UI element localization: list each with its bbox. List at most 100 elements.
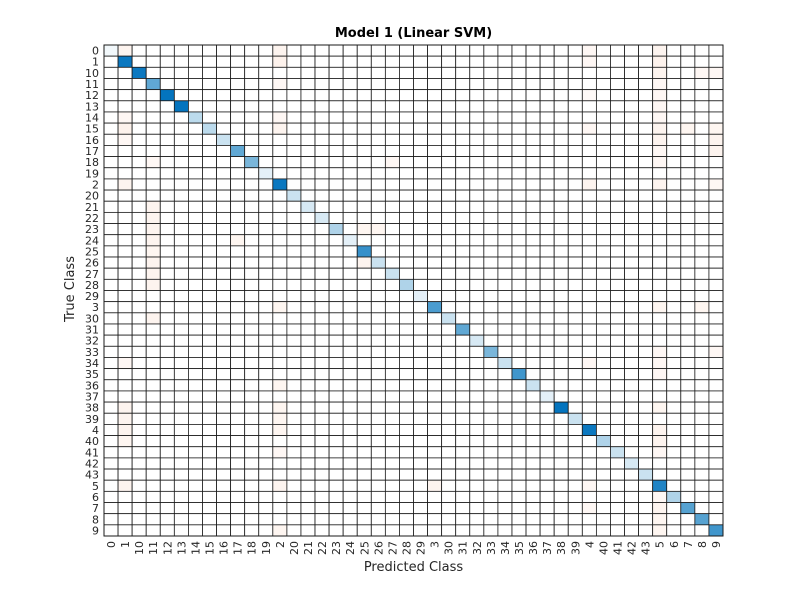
heatmap-cell xyxy=(610,379,625,392)
heatmap-cell xyxy=(356,122,372,135)
heatmap-cell xyxy=(624,502,639,515)
heatmap-cell xyxy=(216,435,232,448)
heatmap-cell xyxy=(117,55,133,68)
heatmap-cell xyxy=(455,89,471,102)
heatmap-cell xyxy=(300,100,316,113)
heatmap-cell xyxy=(314,368,330,381)
heatmap-cell xyxy=(314,490,330,503)
heatmap-cell xyxy=(525,290,541,303)
heatmap-cell xyxy=(638,189,654,202)
heatmap-cell xyxy=(666,167,682,180)
heatmap-cell xyxy=(539,412,555,425)
heatmap-cell xyxy=(497,524,513,537)
heatmap-cell xyxy=(342,66,358,79)
heatmap-cell xyxy=(427,290,443,303)
heatmap-cell xyxy=(694,178,710,191)
heatmap-cell xyxy=(595,401,611,414)
heatmap-cell xyxy=(539,301,555,314)
heatmap-cell xyxy=(694,513,710,526)
heatmap-cell xyxy=(159,66,175,79)
heatmap-cell xyxy=(595,312,611,325)
heatmap-cell xyxy=(413,312,428,325)
heatmap-cell xyxy=(595,122,611,135)
heatmap-cell xyxy=(286,211,302,224)
heatmap-cell xyxy=(638,156,654,169)
heatmap-cell xyxy=(694,502,710,515)
heatmap-cell xyxy=(244,211,260,224)
heatmap-cell xyxy=(300,490,316,503)
heatmap-cell xyxy=(567,290,583,303)
heatmap-cell xyxy=(356,357,372,370)
heatmap-cell xyxy=(511,312,527,325)
heatmap-cell xyxy=(638,245,654,258)
heatmap-cell xyxy=(145,245,161,258)
heatmap-cell xyxy=(525,468,541,481)
heatmap-cell xyxy=(469,78,485,91)
heatmap-cell xyxy=(652,479,668,492)
heatmap-cell xyxy=(708,178,724,191)
heatmap-cell xyxy=(680,401,696,414)
heatmap-cell xyxy=(694,256,710,269)
y-tick-label: 9 xyxy=(92,524,99,537)
heatmap-cell xyxy=(525,401,541,414)
heatmap-cell xyxy=(258,502,274,515)
heatmap-cell xyxy=(539,345,555,358)
x-tick-label: 8 xyxy=(696,541,709,548)
heatmap-cell xyxy=(272,468,288,481)
heatmap-cell xyxy=(188,245,203,258)
heatmap-cell xyxy=(497,55,513,68)
heatmap-cell xyxy=(356,524,372,537)
heatmap-cell xyxy=(216,412,232,425)
heatmap-cell xyxy=(652,189,668,202)
heatmap-cell xyxy=(300,178,316,191)
heatmap-cell xyxy=(328,156,344,169)
heatmap-cell xyxy=(258,412,274,425)
heatmap-cell xyxy=(202,256,217,269)
heatmap-cell xyxy=(328,502,344,515)
heatmap-cell xyxy=(230,89,246,102)
heatmap-cell xyxy=(145,357,161,370)
heatmap-cell xyxy=(356,156,372,169)
heatmap-cell xyxy=(216,66,232,79)
heatmap-cell xyxy=(581,457,597,470)
heatmap-cell xyxy=(300,189,316,202)
heatmap-cell xyxy=(581,223,597,236)
y-tick-label: 42 xyxy=(85,457,99,470)
heatmap-cell xyxy=(497,245,513,258)
heatmap-cell xyxy=(539,513,555,526)
heatmap-cell xyxy=(103,122,119,135)
heatmap-cell xyxy=(680,502,696,515)
heatmap-cell xyxy=(680,457,696,470)
heatmap-cell xyxy=(300,424,316,436)
heatmap-cell xyxy=(595,178,611,191)
heatmap-cell xyxy=(680,189,696,202)
heatmap-cell xyxy=(314,345,330,358)
heatmap-cell xyxy=(455,357,471,370)
heatmap-cell xyxy=(469,312,485,325)
heatmap-cell xyxy=(694,156,710,169)
heatmap-cell xyxy=(202,111,217,124)
heatmap-cell xyxy=(525,479,541,492)
heatmap-cell xyxy=(539,502,555,515)
heatmap-cell xyxy=(511,211,527,224)
heatmap-cell xyxy=(202,211,217,224)
heatmap-cell xyxy=(159,323,175,336)
heatmap-cell xyxy=(441,490,457,503)
heatmap-cell xyxy=(525,66,541,79)
heatmap-cell xyxy=(272,301,288,314)
heatmap-cell xyxy=(427,223,443,236)
heatmap-cell xyxy=(188,178,203,191)
heatmap-cell xyxy=(384,234,400,247)
heatmap-cell xyxy=(497,412,513,425)
heatmap-cell xyxy=(652,345,668,358)
heatmap-cell xyxy=(694,145,710,157)
heatmap-cell xyxy=(173,357,189,370)
heatmap-cell xyxy=(455,267,471,280)
heatmap-cell xyxy=(300,524,316,537)
heatmap-cell xyxy=(328,323,344,336)
heatmap-cell xyxy=(258,524,274,537)
heatmap-cell xyxy=(694,111,710,124)
heatmap-cell xyxy=(117,334,133,347)
heatmap-cell xyxy=(553,502,569,515)
